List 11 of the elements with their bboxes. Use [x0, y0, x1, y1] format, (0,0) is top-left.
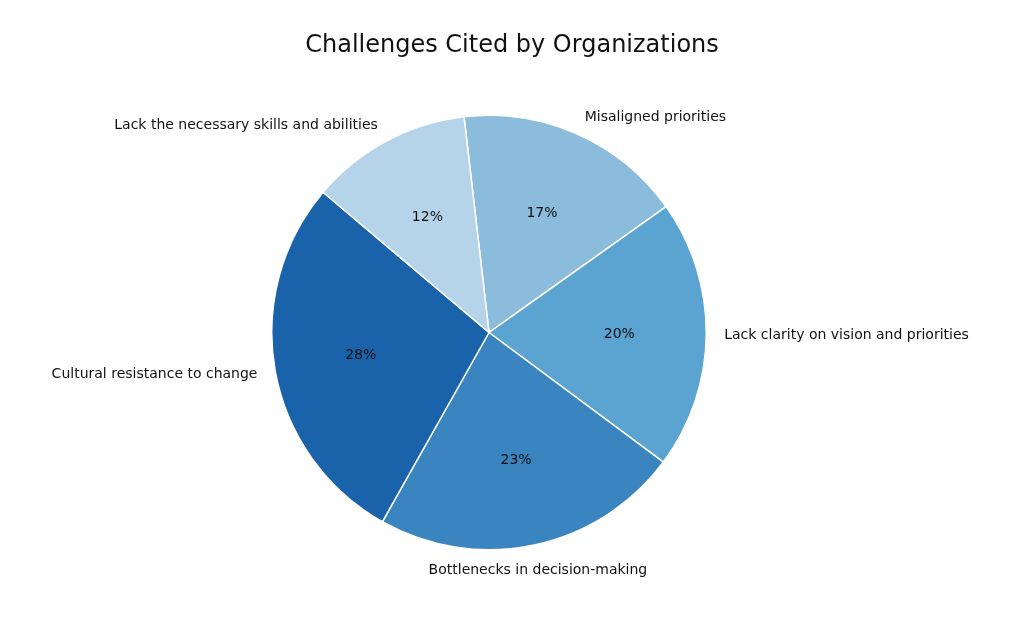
chart-title: Challenges Cited by Organizations: [304, 30, 720, 58]
data-label: 20%: [603, 324, 635, 341]
data-label: 28%: [345, 346, 377, 363]
slice-label: Misaligned priorities: [584, 108, 727, 125]
slice-label: Cultural resistance to change: [51, 364, 258, 381]
slice-label: Lack clarity on vision and priorities: [724, 325, 969, 342]
data-label: 23%: [500, 450, 532, 467]
slice-label: Lack the necessary skills and abilities: [114, 115, 378, 132]
data-label: 12%: [411, 208, 443, 225]
slice-label: Bottlenecks in decision-making: [428, 561, 648, 578]
data-label: 17%: [526, 204, 558, 221]
